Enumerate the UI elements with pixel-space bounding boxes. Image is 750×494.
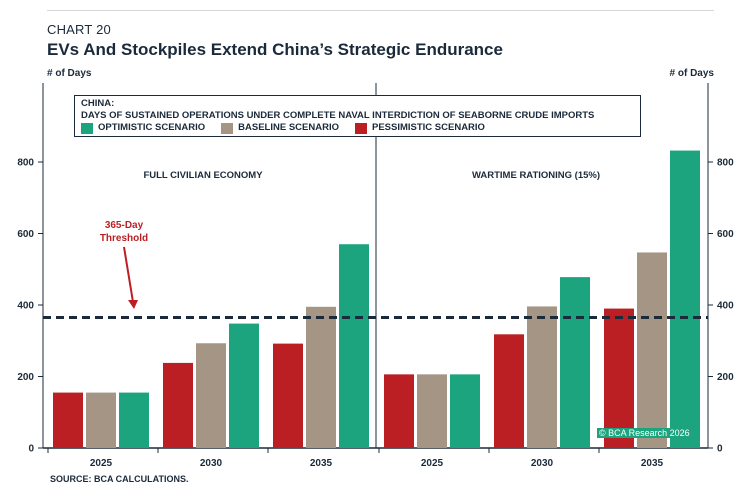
x-tick-label: 2035 (310, 458, 333, 469)
watermark: © BCA Research 2026 (597, 428, 692, 438)
bar-pessimistic-2035-panel2 (604, 308, 634, 448)
source-note: SOURCE: BCA CALCULATIONS. (50, 474, 189, 484)
y-axis-label-right: # of Days (669, 68, 714, 79)
bar-optimistic-2035-panel2 (670, 150, 700, 448)
legend-item-baseline: BASELINE SCENARIO (221, 122, 339, 134)
annotation-line-1: 365-Day (105, 220, 144, 231)
chart-title: EVs And Stockpiles Extend China’s Strate… (47, 40, 503, 59)
y-tick-label-right: 200 (717, 372, 734, 383)
x-tick-label: 2025 (421, 458, 444, 469)
annotation-line-2: Threshold (100, 233, 148, 244)
bar-pessimistic-2030-panel2 (494, 334, 524, 448)
legend-swatch-baseline (221, 122, 234, 134)
legend-swatch-pessimistic (354, 122, 367, 134)
legend-line-2: DAYS OF SUSTAINED OPERATIONS UNDER COMPL… (81, 110, 595, 121)
top-rule (47, 10, 714, 11)
x-tick-label: 2030 (531, 458, 554, 469)
bar-baseline-2035-panel1 (306, 306, 336, 448)
bar-baseline-2030-panel1 (196, 343, 226, 448)
legend-item-pessimistic: PESSIMISTIC SCENARIO (354, 122, 485, 134)
x-tick-label: 2025 (90, 458, 113, 469)
chart-number: CHART 20 (47, 22, 111, 37)
bar-pessimistic-2025-panel1 (53, 392, 83, 448)
x-tick-label: 2030 (200, 458, 223, 469)
y-tick-label-right: 600 (717, 229, 734, 240)
legend-swatch-optimistic (81, 122, 93, 134)
bar-optimistic-2030-panel1 (229, 323, 259, 448)
legend-label-pessimistic: PESSIMISTIC SCENARIO (371, 122, 485, 133)
y-axis-label-left: # of Days (47, 68, 92, 79)
legend-item-optimistic: OPTIMISTIC SCENARIO (81, 122, 205, 134)
legend-line-1: CHINA: (81, 98, 115, 109)
bar-pessimistic-2035-panel1 (273, 343, 303, 448)
annotation-arrowhead (128, 300, 138, 309)
y-tick-label-left: 800 (17, 158, 34, 169)
bar-optimistic-2025-panel1 (119, 392, 149, 448)
legend-items: OPTIMISTIC SCENARIO BASELINE SCENARIO PE… (81, 122, 634, 134)
legend-label-baseline: BASELINE SCENARIO (238, 122, 339, 133)
bar-pessimistic-2030-panel1 (163, 362, 193, 448)
y-tick-label-right: 400 (717, 301, 734, 312)
y-tick-label-left: 600 (17, 229, 34, 240)
bar-optimistic-2025-panel2 (450, 374, 480, 448)
annotation-arrow-shaft (123, 246, 134, 303)
y-tick-label-right: 0 (717, 444, 723, 455)
panel-title-2: WARTIME RATIONING (15%) (472, 170, 600, 181)
y-tick-label-left: 0 (28, 444, 34, 455)
bar-optimistic-2035-panel1 (339, 244, 369, 448)
bar-pessimistic-2025-panel2 (384, 374, 414, 448)
y-tick-label-left: 400 (17, 301, 34, 312)
bar-baseline-2025-panel2 (417, 374, 447, 448)
legend-label-optimistic: OPTIMISTIC SCENARIO (98, 122, 206, 133)
panel-title-1: FULL CIVILIAN ECONOMY (143, 170, 263, 181)
y-tick-label-left: 200 (17, 372, 34, 383)
bar-baseline-2035-panel2 (637, 252, 667, 448)
bar-optimistic-2030-panel2 (560, 277, 590, 448)
x-tick-label: 2035 (641, 458, 664, 469)
bar-baseline-2030-panel2 (527, 306, 557, 448)
legend: CHINA: DAYS OF SUSTAINED OPERATIONS UNDE… (74, 95, 641, 137)
y-tick-label-right: 800 (717, 158, 734, 169)
bar-baseline-2025-panel1 (86, 392, 116, 448)
